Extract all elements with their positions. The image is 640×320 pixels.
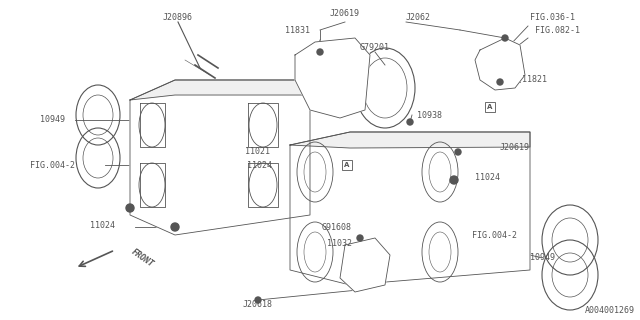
Circle shape [357, 235, 363, 241]
Text: G91608: G91608 [322, 223, 352, 233]
Text: FRONT: FRONT [130, 247, 156, 269]
Circle shape [502, 35, 508, 41]
Circle shape [317, 49, 323, 55]
Polygon shape [248, 163, 278, 207]
Polygon shape [290, 132, 530, 148]
Circle shape [407, 119, 413, 125]
Text: J20619: J20619 [500, 143, 530, 153]
Text: A: A [487, 104, 493, 110]
Text: J20896: J20896 [163, 13, 193, 22]
Text: A004001269: A004001269 [585, 306, 635, 315]
Text: 11032: 11032 [327, 238, 352, 247]
Text: 11021: 11021 [245, 148, 270, 156]
Text: 11821: 11821 [522, 76, 547, 84]
Polygon shape [295, 38, 370, 118]
Text: A: A [344, 162, 349, 168]
Polygon shape [475, 38, 525, 90]
Polygon shape [140, 103, 165, 147]
Text: 11024: 11024 [247, 161, 272, 170]
Text: FIG.004-2: FIG.004-2 [30, 161, 75, 170]
Text: G79201: G79201 [360, 43, 390, 52]
Text: 10938: 10938 [417, 110, 442, 119]
Polygon shape [140, 163, 165, 207]
Polygon shape [248, 103, 278, 147]
Text: FIG.082-1: FIG.082-1 [535, 26, 580, 35]
Text: J2062: J2062 [406, 13, 431, 22]
Polygon shape [290, 132, 530, 285]
Circle shape [126, 204, 134, 212]
Text: 11024: 11024 [475, 173, 500, 182]
Circle shape [171, 223, 179, 231]
Text: 11024: 11024 [90, 220, 115, 229]
Text: 10949: 10949 [530, 253, 555, 262]
Text: 10949: 10949 [40, 116, 65, 124]
Text: FIG.004-2: FIG.004-2 [472, 230, 517, 239]
Text: FIG.036-1: FIG.036-1 [530, 13, 575, 22]
Text: 11831: 11831 [285, 26, 310, 35]
Polygon shape [130, 80, 310, 235]
Text: J20618: J20618 [243, 300, 273, 309]
Circle shape [497, 79, 503, 85]
Circle shape [450, 176, 458, 184]
Circle shape [255, 297, 261, 303]
Polygon shape [130, 80, 310, 100]
Circle shape [455, 149, 461, 155]
Polygon shape [340, 238, 390, 292]
Text: J20619: J20619 [330, 9, 360, 18]
